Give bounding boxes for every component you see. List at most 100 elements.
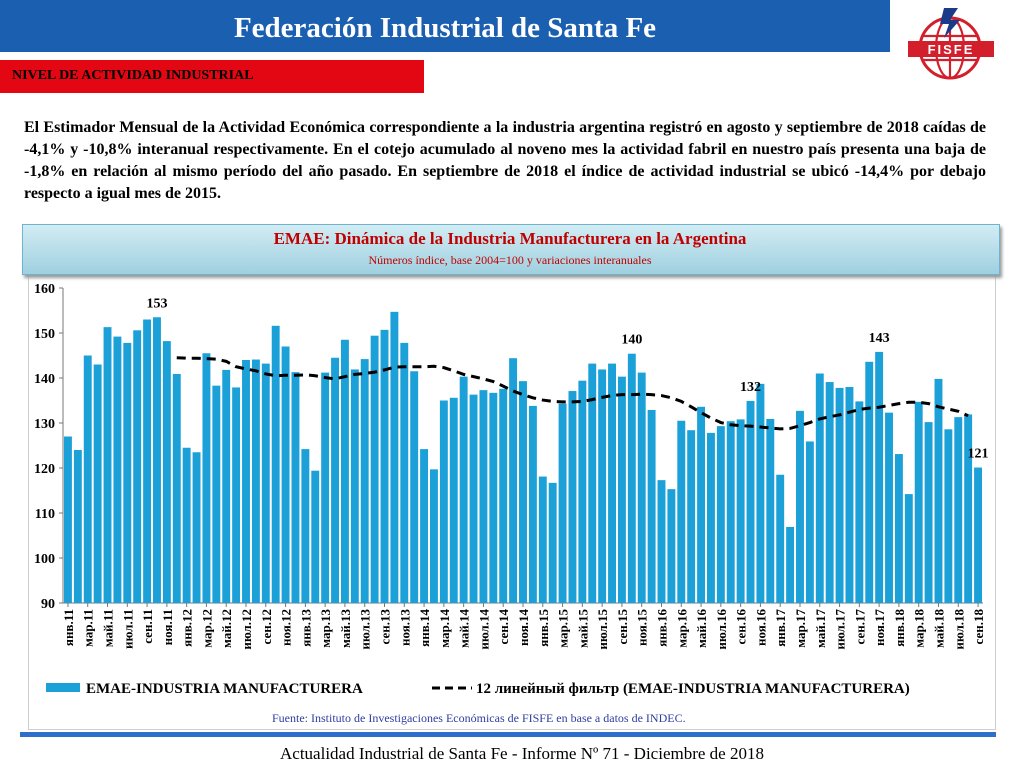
bar xyxy=(707,432,715,603)
bar xyxy=(964,414,973,603)
header-band xyxy=(0,0,890,52)
data-label: 140 xyxy=(621,333,642,348)
bar xyxy=(449,397,458,603)
x-tick-label: ноя.16 xyxy=(753,609,768,647)
bar xyxy=(321,372,330,603)
x-tick-label: янв.15 xyxy=(536,608,551,646)
intro-paragraph: El Estimador Mensual de la Actividad Eco… xyxy=(24,119,986,202)
bar xyxy=(153,317,161,603)
section-label: NIVEL DE ACTIVIDAD INDUSTRIAL xyxy=(12,68,254,83)
bar xyxy=(479,390,488,603)
page-title: Federación Industrial de Santa Fe xyxy=(233,12,657,44)
chart-banner xyxy=(22,224,1000,275)
bar xyxy=(192,452,201,603)
x-tick-label: июл.11 xyxy=(120,609,135,649)
bar xyxy=(894,454,903,603)
bar xyxy=(182,447,191,603)
x-tick-label: янв.14 xyxy=(417,609,432,647)
logo-text: FISFE xyxy=(928,42,975,57)
bar xyxy=(756,383,765,603)
bar xyxy=(242,360,250,603)
bar xyxy=(172,373,181,603)
bar xyxy=(499,388,508,603)
bar xyxy=(340,339,349,603)
x-tick-label: мар.16 xyxy=(674,609,689,648)
y-tick-label: 140 xyxy=(34,372,55,387)
chart-subtitle: Números índice, base 2004=100 y variacio… xyxy=(368,253,652,267)
bar xyxy=(420,449,429,603)
bar xyxy=(271,325,280,603)
bar xyxy=(865,361,874,603)
x-tick-label: ноя.11 xyxy=(160,609,175,645)
bar xyxy=(380,329,389,603)
bar xyxy=(400,342,409,603)
x-tick-label: янв.12 xyxy=(180,609,195,647)
x-tick-label: мар.17 xyxy=(793,609,808,648)
bar xyxy=(845,387,854,603)
bar xyxy=(885,412,893,603)
x-tick-label: ноя.17 xyxy=(872,609,887,647)
bar xyxy=(232,387,241,603)
y-tick-label: 100 xyxy=(34,552,55,567)
fisfe-logo: FISFE xyxy=(908,8,994,80)
bar xyxy=(311,470,320,603)
x-tick-label: сен.12 xyxy=(259,609,274,644)
x-tick-label: мар.13 xyxy=(318,609,333,648)
bar xyxy=(143,319,152,603)
bar xyxy=(716,426,725,603)
bar xyxy=(123,342,132,603)
bar xyxy=(509,358,518,603)
x-tick-label: янв.13 xyxy=(298,609,313,647)
x-tick-label: июл.15 xyxy=(595,609,610,650)
bar xyxy=(73,450,82,603)
bar xyxy=(974,467,983,603)
bar xyxy=(598,369,607,603)
x-tick-label: июл.16 xyxy=(714,609,729,650)
x-tick-label: мар.15 xyxy=(556,609,571,648)
bar xyxy=(855,401,864,603)
x-tick-label: мар.14 xyxy=(437,609,452,648)
bar xyxy=(281,346,290,603)
bar xyxy=(647,409,656,603)
bar xyxy=(93,364,102,603)
bar xyxy=(667,489,676,603)
x-tick-label: сен.13 xyxy=(378,609,393,645)
x-tick-label: сен.16 xyxy=(734,609,749,645)
bar xyxy=(301,449,310,603)
bar xyxy=(212,385,221,603)
x-tick-label: сен.11 xyxy=(140,609,155,644)
bar xyxy=(103,327,112,603)
bar xyxy=(489,392,498,603)
x-tick-label: май.14 xyxy=(457,609,472,649)
bar xyxy=(162,341,171,603)
x-tick-label: июл.17 xyxy=(833,609,848,650)
bar xyxy=(83,355,92,603)
x-tick-label: май.15 xyxy=(575,609,590,649)
x-tick-label: ноя.12 xyxy=(279,609,294,646)
bar xyxy=(766,418,775,603)
x-tick-label: сен.18 xyxy=(971,609,986,645)
bar xyxy=(786,526,795,603)
bar xyxy=(291,372,300,603)
x-tick-label: июл.12 xyxy=(239,609,254,650)
bar xyxy=(113,336,122,603)
data-label: 153 xyxy=(146,296,167,311)
bar xyxy=(617,376,626,603)
x-tick-label: янв.16 xyxy=(654,608,669,646)
data-label: 132 xyxy=(740,380,761,395)
bar xyxy=(657,480,666,603)
bar xyxy=(687,430,696,603)
data-label: 143 xyxy=(869,331,890,346)
x-tick-label: мар.18 xyxy=(912,609,927,648)
bar xyxy=(588,363,597,603)
bar xyxy=(439,400,448,603)
logo-band xyxy=(908,41,994,57)
bar xyxy=(578,380,587,603)
x-tick-label: май.11 xyxy=(101,609,116,647)
x-tick-label: июл.13 xyxy=(358,609,373,650)
footer-divider xyxy=(20,732,996,737)
x-tick-label: июл.18 xyxy=(951,609,966,650)
bar xyxy=(469,394,478,603)
bar xyxy=(410,371,419,603)
